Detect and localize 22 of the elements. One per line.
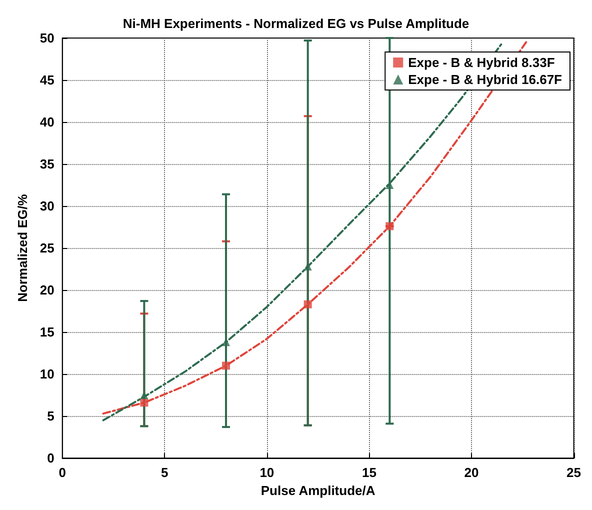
x-tick-label: 25	[566, 465, 582, 480]
y-tick-label: 50	[40, 30, 54, 46]
y-tick-label: 35	[40, 156, 54, 172]
x-tick-label: 5	[161, 465, 168, 480]
x-axis-title: Pulse Amplitude/A	[260, 483, 376, 498]
y-tick-label: 40	[40, 114, 54, 130]
x-tick-label: 20	[464, 465, 479, 480]
x-tick-label: 0	[58, 465, 66, 480]
y-tick-label: 45	[40, 72, 54, 88]
y-tick-label: 10	[40, 366, 54, 382]
chart-title: Ni-MH Experiments - Normalized EG vs Pulse Amplitude	[122, 16, 470, 31]
y-tick-label: 0	[47, 450, 54, 466]
y-tick-label: 5	[47, 408, 54, 424]
legend-label: Expe - B & Hybrid 16.67F	[408, 72, 562, 87]
x-tick-label: 10	[260, 465, 274, 480]
y-tick-label: 30	[40, 198, 54, 214]
x-tick-label: 15	[362, 465, 376, 480]
y-tick-label: 15	[40, 324, 54, 340]
y-axis-title: Normalized EG/%	[15, 194, 30, 302]
legend-label: Expe - B & Hybrid 8.33F	[408, 55, 555, 70]
y-tick-label: 25	[40, 240, 54, 256]
y-tick-label: 20	[40, 282, 54, 298]
